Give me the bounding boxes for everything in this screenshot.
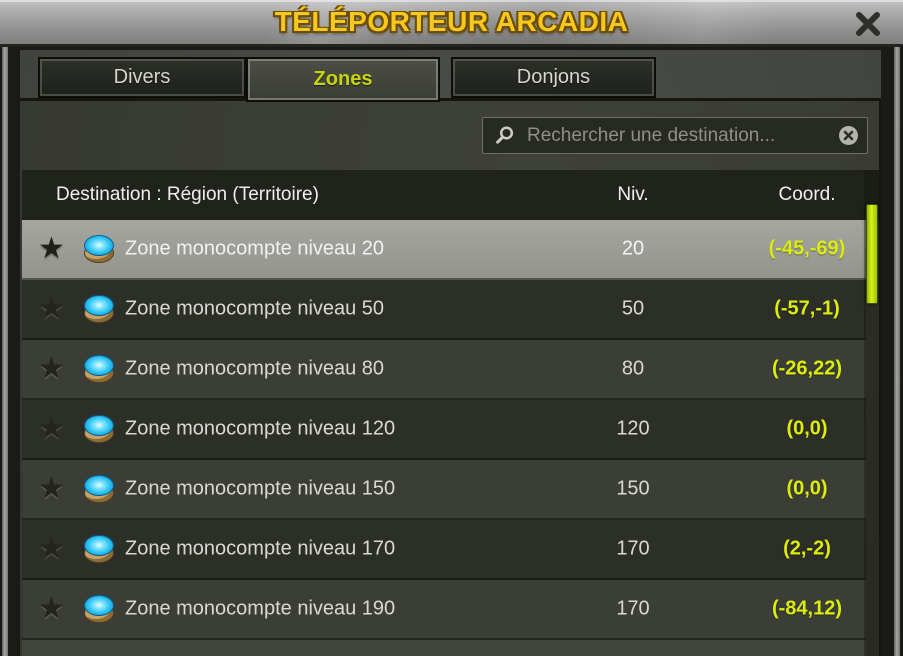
- destination-name: Zone monocompte niveau 50: [125, 297, 385, 320]
- teleporter-icon: [84, 235, 114, 263]
- header-destination: Destination : Région (Territoire): [56, 184, 319, 205]
- teleporter-icon: [84, 295, 114, 323]
- table-row[interactable]: ★ Zone monocompte niveau 150 150 (0,0): [22, 460, 866, 520]
- table-row[interactable]: ★ Zone monocompte niveau 120 120 (0,0): [22, 400, 866, 460]
- table-row[interactable]: ★ Zone monocompte niveau 50 50 (-57,-1): [22, 280, 866, 340]
- teleporter-icon: [84, 535, 114, 563]
- table-row[interactable]: ★ Zone monocompte niveau 20 20 (-45,-69): [22, 220, 866, 280]
- header-coord: Coord.: [778, 184, 836, 205]
- magnifier-icon: [496, 126, 514, 144]
- favorite-star-icon[interactable]: ★: [38, 292, 65, 325]
- tab-label: Zones: [313, 68, 373, 90]
- tab-donjons[interactable]: Donjons: [451, 57, 656, 98]
- tab-zones[interactable]: Zones: [246, 57, 440, 102]
- favorite-star-icon[interactable]: ★: [38, 412, 65, 445]
- destination-name: Zone monocompte niveau 150: [125, 477, 396, 500]
- close-icon: [856, 12, 880, 36]
- close-button[interactable]: [849, 5, 887, 43]
- window-frame-left: [2, 47, 8, 656]
- teleporter-icon: [84, 595, 114, 623]
- favorite-star-icon[interactable]: ★: [38, 532, 65, 565]
- favorite-star-icon[interactable]: ★: [38, 472, 65, 505]
- destination-name: Zone monocompte niveau 120: [125, 417, 396, 440]
- destination-name: Zone monocompte niveau 190: [125, 597, 396, 620]
- level-value: 20: [621, 237, 645, 260]
- teleporter-icon: [84, 415, 114, 443]
- tab-label: Donjons: [516, 66, 591, 88]
- table-row[interactable]: ★ Zone monocompte niveau 80 80 (-26,22): [22, 340, 866, 400]
- coord-value: (0,0): [786, 477, 828, 500]
- destination-name: Zone monocompte niveau 20: [125, 237, 385, 260]
- level-value: 170: [616, 597, 650, 620]
- coord-value: (2,-2): [783, 537, 831, 560]
- coord-value: (-45,-69): [768, 237, 846, 260]
- destination-name: Zone monocompte niveau 170: [125, 537, 396, 560]
- level-value: 80: [621, 357, 645, 380]
- teleporter-icon: [84, 475, 114, 503]
- teleporter-icon: [84, 355, 114, 383]
- favorite-star-icon[interactable]: ★: [38, 592, 65, 625]
- titlebar: TÉLÉPORTEUR ARCADIA: [0, 0, 903, 47]
- header-level: Niv.: [617, 184, 649, 205]
- destination-name: Zone monocompte niveau 80: [125, 357, 385, 380]
- clear-search-button[interactable]: [839, 126, 858, 145]
- tab-label: Divers: [113, 66, 171, 88]
- window-frame-right: [894, 47, 900, 656]
- destination-list: ★ Zone monocompte niveau 20 20 (-45,-69)…: [22, 220, 866, 640]
- coord-value: (0,0): [786, 417, 828, 440]
- window-title: TÉLÉPORTEUR ARCADIA: [274, 6, 629, 37]
- search-box[interactable]: [482, 117, 868, 154]
- tab-divers[interactable]: Divers: [38, 57, 246, 98]
- search-input[interactable]: [525, 123, 839, 148]
- x-circle-icon: [843, 130, 854, 141]
- table-header: Destination : Région (Territoire) Niv. C…: [22, 170, 879, 220]
- table-row[interactable]: ★ Zone monocompte niveau 170 170 (2,-2): [22, 520, 866, 580]
- level-value: 120: [616, 417, 650, 440]
- table-row-partial[interactable]: [22, 640, 866, 656]
- level-value: 150: [616, 477, 650, 500]
- favorite-star-icon[interactable]: ★: [38, 352, 65, 385]
- level-value: 170: [616, 537, 650, 560]
- coord-value: (-26,22): [771, 357, 843, 380]
- coord-value: (-57,-1): [774, 297, 840, 320]
- table-row[interactable]: ★ Zone monocompte niveau 190 170 (-84,12…: [22, 580, 866, 640]
- scrollbar-thumb[interactable]: [866, 204, 878, 304]
- coord-value: (-84,12): [771, 597, 843, 620]
- level-value: 50: [621, 297, 645, 320]
- favorite-star-icon[interactable]: ★: [38, 232, 65, 265]
